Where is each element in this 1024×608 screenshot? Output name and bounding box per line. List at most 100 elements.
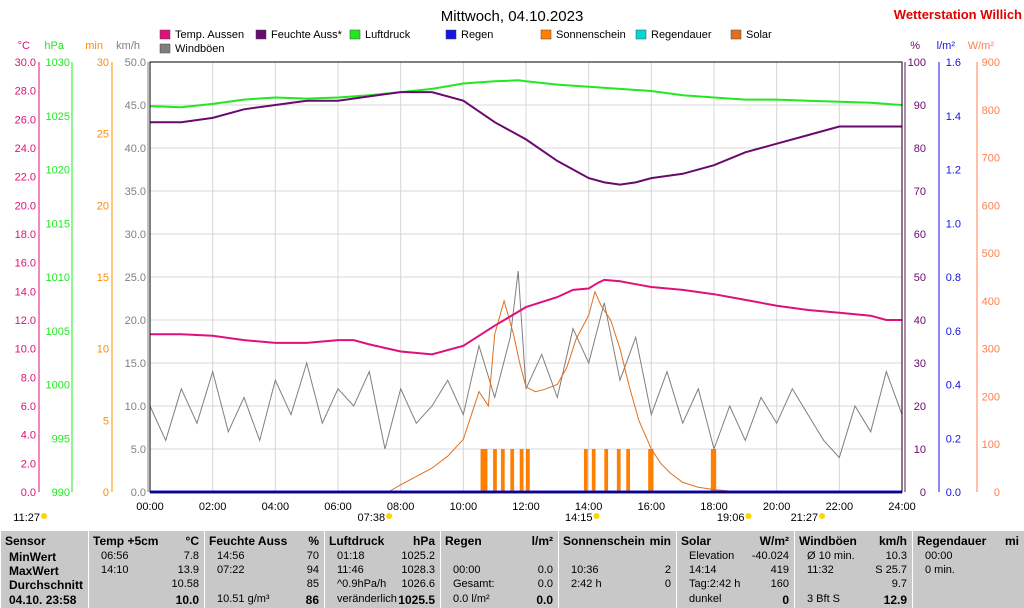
table-cell-time: 14:10: [101, 564, 129, 576]
axis-tick-humid_pct: 90: [914, 100, 926, 112]
axis-tick-press_hpa: 990: [52, 487, 70, 499]
sunshine-bar: [510, 449, 515, 492]
legend-label: Luftdruck: [365, 29, 411, 41]
x-tick-label: 18:00: [700, 501, 728, 513]
x-tick-label: 04:00: [262, 501, 290, 513]
sunshine-bar: [526, 449, 530, 492]
axis-tick-solar_wm2: 300: [982, 344, 1000, 356]
x-tick-label: 14:00: [575, 501, 603, 513]
axis-tick-wind_kmh: 30.0: [125, 229, 146, 241]
table-header-sensor: Sensor: [5, 534, 46, 548]
axis-tick-press_hpa: 1025: [46, 111, 70, 123]
table-cell-value: 86: [305, 593, 319, 607]
axis-tick-press_hpa: 1010: [46, 272, 70, 284]
axis-tick-temp_c: 4.0: [21, 430, 36, 442]
table-cell-value: 1025.2: [401, 550, 435, 562]
axis-tick-press_hpa: 1000: [46, 380, 70, 392]
legend: Temp. Aussen Feuchte Auss* Luftdruck Regen S…: [159, 29, 772, 55]
series-line-temp-aussen: [150, 278, 902, 356]
table-cell-value: 10.3: [885, 550, 907, 562]
table-cell-value: 0: [782, 593, 789, 607]
table-cell-time: 14:14: [689, 564, 717, 576]
plot-frame: [149, 61, 903, 493]
table-header-temp: Temp +5cm: [93, 534, 159, 548]
table-unit-solar: W/m²: [759, 534, 789, 548]
series-line-solar: [387, 290, 749, 493]
axis-tick-rain_lm2: 0.2: [946, 433, 961, 445]
table-cell-value: 419: [770, 564, 789, 576]
time-markers: 11:27 07:38 14:15 19:06 21:27: [13, 512, 826, 524]
table-cell-time: Elevation: [689, 550, 735, 562]
axis-tick-press_hpa: 1020: [46, 165, 70, 177]
table-cell-value: 10.58: [171, 578, 199, 590]
x-tick-label: 16:00: [638, 501, 666, 513]
legend-label: Feuchte Auss*: [271, 29, 343, 41]
table-header-druck: Luftdruck: [329, 534, 385, 548]
marker-label: 07:38: [358, 512, 386, 524]
axis-tick-solar_wm2: 900: [982, 57, 1000, 69]
axis-tick-humid_pct: 40: [914, 315, 926, 327]
marker-label: 19:06: [717, 512, 745, 524]
table-cell-time: 2:42 h: [571, 578, 602, 590]
sunshine-bar: [712, 449, 717, 492]
x-tick-label: 06:00: [324, 501, 352, 513]
table-col-wind: Windböen km/h Ø 10 min. 10.3 11:32 S 25.7 9.7 3…: [794, 531, 913, 608]
table-col-sonne: Sonnenschein min 10:36 2 2:42 h 0: [558, 531, 677, 608]
x-tick-label: 02:00: [199, 501, 227, 513]
table-unit-feuchte: %: [308, 534, 319, 548]
table-cell-time: dunkel: [689, 593, 722, 605]
axis-tick-temp_c: 2.0: [21, 458, 36, 470]
axis-tick-humid_pct: 0: [920, 487, 926, 499]
legend-swatch: [159, 43, 171, 54]
axis-tick-sun_min: 15: [97, 272, 109, 284]
table-cell-time: 06:56: [101, 550, 129, 562]
axis-tick-solar_wm2: 500: [982, 248, 1000, 260]
table-cell-value: 0.0: [537, 564, 553, 576]
x-tick-label: 10:00: [450, 501, 478, 513]
axis-tick-temp_c: 22.0: [15, 172, 36, 184]
table-cell-time: 10:36: [571, 564, 599, 576]
table-col-regen: Regen l/m² 00:00 0.0 Gesamt: 0.0 0.0 l/m² 0.0: [440, 531, 559, 608]
table-cell-value: 10.0: [175, 593, 199, 607]
legend-label: Regendauer: [651, 29, 712, 41]
marker-dot: [41, 513, 47, 519]
axis-tick-temp_c: 20.0: [15, 200, 36, 212]
table-col-regendauer: Regendauer mi 00:00 0 min.: [912, 531, 1024, 608]
axis-tick-rain_lm2: 0.4: [946, 380, 961, 392]
table-cell-value: 70: [306, 550, 319, 562]
axis-tick-temp_c: 12.0: [15, 315, 36, 327]
legend-swatch: [349, 29, 361, 40]
axis-unit-rain_lm2: l/m²: [937, 40, 956, 52]
table-cell-time: 00:00: [453, 564, 481, 576]
axis-tick-rain_lm2: 1.0: [946, 218, 961, 230]
chart-title: Mittwoch, 04.10.2023: [441, 8, 584, 25]
sunshine-bar: [626, 449, 631, 492]
axis-tick-press_hpa: 1015: [46, 218, 70, 230]
axis-tick-temp_c: 30.0: [15, 57, 36, 69]
table-cell-time: 11:32: [807, 564, 834, 576]
axis-tick-solar_wm2: 800: [982, 105, 1000, 117]
x-tick-label: 22:00: [826, 501, 854, 513]
axis-tick-sun_min: 0: [103, 487, 109, 499]
station-name: Wetterstation Willich: [894, 7, 1022, 22]
x-tick-label: 00:00: [136, 501, 164, 513]
sunshine-bar: [591, 449, 596, 492]
series-line-luftdruck: [149, 79, 903, 109]
axis-unit-press_hpa: hPa: [44, 40, 64, 52]
axes: 00:00 02:00 04:00 06:00 08:00 10:00 12:00 14:00…: [15, 40, 1000, 513]
axis-tick-press_hpa: 995: [52, 433, 70, 445]
axis-tick-humid_pct: 80: [914, 143, 926, 155]
table-cell-value: 9.7: [891, 578, 907, 590]
table-rowlabel: MaxWert: [9, 564, 59, 578]
axis-tick-temp_c: 24.0: [15, 143, 36, 155]
table-cell-value: -40.024: [751, 550, 789, 562]
table-cell-time: 07:22: [217, 564, 245, 576]
axis-tick-humid_pct: 70: [914, 186, 926, 198]
axis-tick-wind_kmh: 15.0: [125, 358, 146, 370]
legend-swatch: [540, 29, 552, 40]
table-col-druck: Luftdruck hPa 01:18 1025.2 11:46 1028.3 ^0.9hP…: [324, 531, 441, 608]
table-rowlabel: Durchschnitt: [9, 578, 84, 592]
axis-unit-humid_pct: %: [910, 40, 920, 52]
legend-label: Temp. Aussen: [175, 29, 244, 41]
legend-label: Windböen: [175, 43, 225, 55]
